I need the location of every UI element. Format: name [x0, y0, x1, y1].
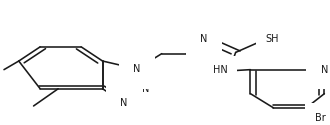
Text: N: N: [120, 98, 128, 108]
Text: Br: Br: [315, 113, 326, 123]
Text: N: N: [321, 65, 328, 75]
Text: N: N: [133, 64, 141, 74]
Text: N: N: [142, 84, 149, 94]
Text: N: N: [200, 34, 208, 44]
Text: HN: HN: [213, 65, 227, 75]
Text: SH: SH: [265, 34, 279, 44]
